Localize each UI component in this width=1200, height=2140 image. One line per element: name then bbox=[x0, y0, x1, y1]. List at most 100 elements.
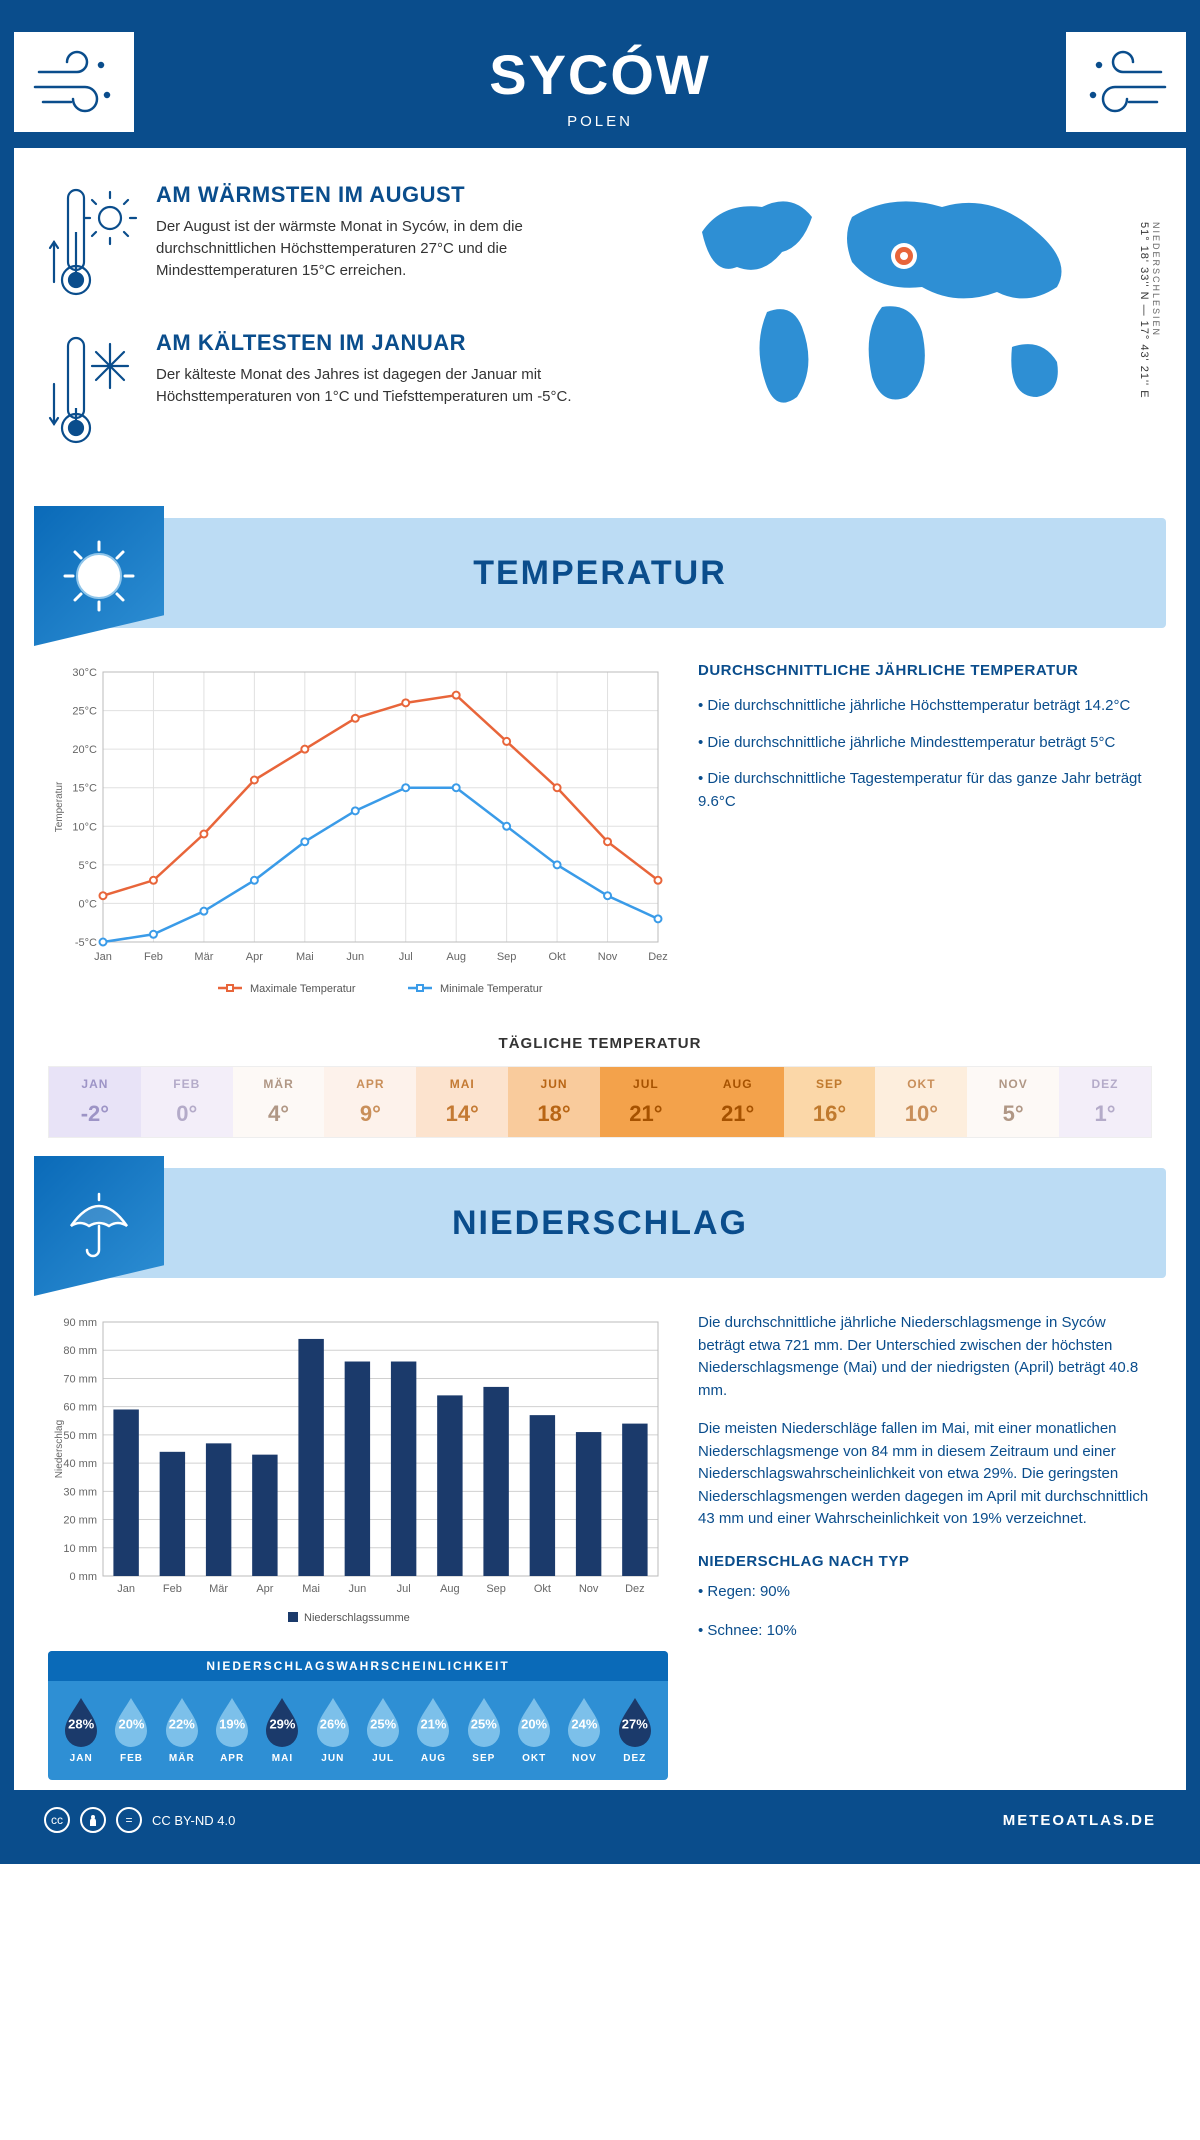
warmest-body: Der August ist der wärmste Monat in Sycó… bbox=[156, 216, 576, 281]
cc-icon: cc bbox=[44, 1807, 70, 1833]
prob-cell: 28%JAN bbox=[58, 1695, 104, 1764]
warmest-title: AM WÄRMSTEN IM AUGUST bbox=[156, 182, 576, 208]
svg-text:Okt: Okt bbox=[534, 1583, 551, 1595]
world-map-icon bbox=[672, 182, 1112, 422]
prob-cell: 27%DEZ bbox=[612, 1695, 658, 1764]
precip-type-title: NIEDERSCHLAG NACH TYP bbox=[698, 1551, 1152, 1574]
precip-p2: Die meisten Niederschläge fallen im Mai,… bbox=[698, 1418, 1152, 1531]
svg-text:10 mm: 10 mm bbox=[63, 1543, 97, 1555]
svg-text:Niederschlag: Niederschlag bbox=[54, 1420, 65, 1478]
header: SYCÓW POLEN bbox=[14, 14, 1186, 148]
svg-text:Aug: Aug bbox=[446, 951, 466, 963]
svg-text:80 mm: 80 mm bbox=[63, 1345, 97, 1357]
prob-cell: 20%FEB bbox=[108, 1695, 154, 1764]
svg-text:Jan: Jan bbox=[94, 951, 112, 963]
precip-banner: NIEDERSCHLAG bbox=[34, 1168, 1166, 1278]
precip-section: 0 mm10 mm20 mm30 mm40 mm50 mm60 mm70 mm8… bbox=[14, 1278, 1186, 1790]
precip-bar-chart: 0 mm10 mm20 mm30 mm40 mm50 mm60 mm70 mm8… bbox=[48, 1312, 668, 1637]
temp-info-title: DURCHSCHNITTLICHE JÄHRLICHE TEMPERATUR bbox=[698, 662, 1152, 679]
svg-text:10°C: 10°C bbox=[72, 821, 97, 833]
thermometer-cold-icon bbox=[48, 330, 138, 450]
coldest-title: AM KÄLTESTEN IM JANUAR bbox=[156, 330, 576, 356]
temp-bullet-2: • Die durchschnittliche Tagestemperatur … bbox=[698, 768, 1152, 813]
svg-text:Aug: Aug bbox=[440, 1583, 460, 1595]
precip-type-0: • Regen: 90% bbox=[698, 1581, 1152, 1604]
svg-text:70 mm: 70 mm bbox=[63, 1373, 97, 1385]
prob-title: NIEDERSCHLAGSWAHRSCHEINLICHKEIT bbox=[48, 1651, 668, 1681]
precip-title: NIEDERSCHLAG bbox=[452, 1204, 748, 1243]
daily-cell: SEP16° bbox=[784, 1067, 876, 1137]
precip-type-1: • Schnee: 10% bbox=[698, 1620, 1152, 1643]
svg-text:25°C: 25°C bbox=[72, 706, 97, 718]
svg-text:50 mm: 50 mm bbox=[63, 1430, 97, 1442]
svg-text:Apr: Apr bbox=[246, 951, 263, 963]
svg-text:Okt: Okt bbox=[549, 951, 566, 963]
daily-temp-title: TÄGLICHE TEMPERATUR bbox=[14, 1035, 1186, 1052]
svg-text:Jun: Jun bbox=[346, 951, 364, 963]
svg-text:Jul: Jul bbox=[397, 1583, 411, 1595]
daily-temp-row: JAN-2°FEB0°MÄR4°APR9°MAI14°JUN18°JUL21°A… bbox=[48, 1066, 1152, 1138]
coords-text: 51° 18' 33'' N — 17° 43' 21'' E bbox=[1138, 222, 1150, 399]
temp-bullet-0: • Die durchschnittliche jährliche Höchst… bbox=[698, 695, 1152, 718]
svg-text:20°C: 20°C bbox=[72, 744, 97, 756]
prob-cell: 25%SEP bbox=[461, 1695, 507, 1764]
svg-text:Mär: Mär bbox=[194, 951, 213, 963]
nd-icon: = bbox=[116, 1807, 142, 1833]
city-title: SYCÓW bbox=[14, 42, 1186, 107]
svg-text:Mär: Mär bbox=[209, 1583, 228, 1595]
daily-cell: APR9° bbox=[324, 1067, 416, 1137]
daily-cell: JUN18° bbox=[508, 1067, 600, 1137]
svg-text:-5°C: -5°C bbox=[75, 937, 97, 949]
temperature-line-chart: -5°C0°C5°C10°C15°C20°C25°C30°CJanFebMärA… bbox=[48, 662, 668, 1007]
svg-text:Jul: Jul bbox=[399, 951, 413, 963]
svg-text:Apr: Apr bbox=[256, 1583, 273, 1595]
svg-text:Niederschlagssumme: Niederschlagssumme bbox=[304, 1612, 410, 1624]
warmest-fact: AM WÄRMSTEN IM AUGUST Der August ist der… bbox=[48, 182, 652, 302]
temperature-section: -5°C0°C5°C10°C15°C20°C25°C30°CJanFebMärA… bbox=[14, 628, 1186, 1017]
svg-text:60 mm: 60 mm bbox=[63, 1402, 97, 1414]
temperature-title: TEMPERATUR bbox=[473, 554, 727, 593]
temp-bullet-1: • Die durchschnittliche jährliche Mindes… bbox=[698, 732, 1152, 755]
prob-cell: 20%OKT bbox=[511, 1695, 557, 1764]
prob-cell: 19%APR bbox=[209, 1695, 255, 1764]
svg-text:Mai: Mai bbox=[302, 1583, 320, 1595]
thermometer-hot-icon bbox=[48, 182, 138, 302]
region-label: NIEDERSCHLESIEN bbox=[1151, 222, 1161, 337]
svg-text:30 mm: 30 mm bbox=[63, 1486, 97, 1498]
svg-text:Jun: Jun bbox=[349, 1583, 367, 1595]
svg-text:Nov: Nov bbox=[598, 951, 618, 963]
footer: cc = CC BY-ND 4.0 METEOATLAS.DE bbox=[14, 1790, 1186, 1850]
svg-text:Sep: Sep bbox=[486, 1583, 506, 1595]
temperature-banner: TEMPERATUR bbox=[34, 518, 1166, 628]
daily-cell: JUL21° bbox=[600, 1067, 692, 1137]
prob-cell: 25%JUL bbox=[360, 1695, 406, 1764]
daily-cell: NOV5° bbox=[967, 1067, 1059, 1137]
svg-text:Mai: Mai bbox=[296, 951, 314, 963]
svg-text:Dez: Dez bbox=[648, 951, 668, 963]
svg-text:Sep: Sep bbox=[497, 951, 517, 963]
svg-text:Dez: Dez bbox=[625, 1583, 645, 1595]
svg-text:Minimale Temperatur: Minimale Temperatur bbox=[440, 983, 543, 995]
umbrella-icon bbox=[34, 1156, 164, 1296]
daily-cell: JAN-2° bbox=[49, 1067, 141, 1137]
prob-cell: 26%JUN bbox=[310, 1695, 356, 1764]
sun-icon bbox=[34, 506, 164, 646]
daily-cell: OKT10° bbox=[875, 1067, 967, 1137]
svg-text:20 mm: 20 mm bbox=[63, 1515, 97, 1527]
daily-cell: FEB0° bbox=[141, 1067, 233, 1137]
wind-icon-right bbox=[1066, 32, 1186, 132]
precip-probability-box: NIEDERSCHLAGSWAHRSCHEINLICHKEIT 28%JAN20… bbox=[48, 1651, 668, 1780]
svg-text:15°C: 15°C bbox=[72, 783, 97, 795]
prob-cell: 21%AUG bbox=[410, 1695, 456, 1764]
prob-cell: 29%MAI bbox=[259, 1695, 305, 1764]
precip-p1: Die durchschnittliche jährliche Niedersc… bbox=[698, 1312, 1152, 1402]
coldest-fact: AM KÄLTESTEN IM JANUAR Der kälteste Mona… bbox=[48, 330, 652, 450]
svg-text:Nov: Nov bbox=[579, 1583, 599, 1595]
prob-cell: 22%MÄR bbox=[159, 1695, 205, 1764]
intro-section: AM WÄRMSTEN IM AUGUST Der August ist der… bbox=[14, 148, 1186, 498]
daily-cell: MÄR4° bbox=[233, 1067, 325, 1137]
svg-text:40 mm: 40 mm bbox=[63, 1458, 97, 1470]
svg-text:0°C: 0°C bbox=[79, 898, 98, 910]
daily-cell: AUG21° bbox=[692, 1067, 784, 1137]
svg-text:Jan: Jan bbox=[117, 1583, 135, 1595]
